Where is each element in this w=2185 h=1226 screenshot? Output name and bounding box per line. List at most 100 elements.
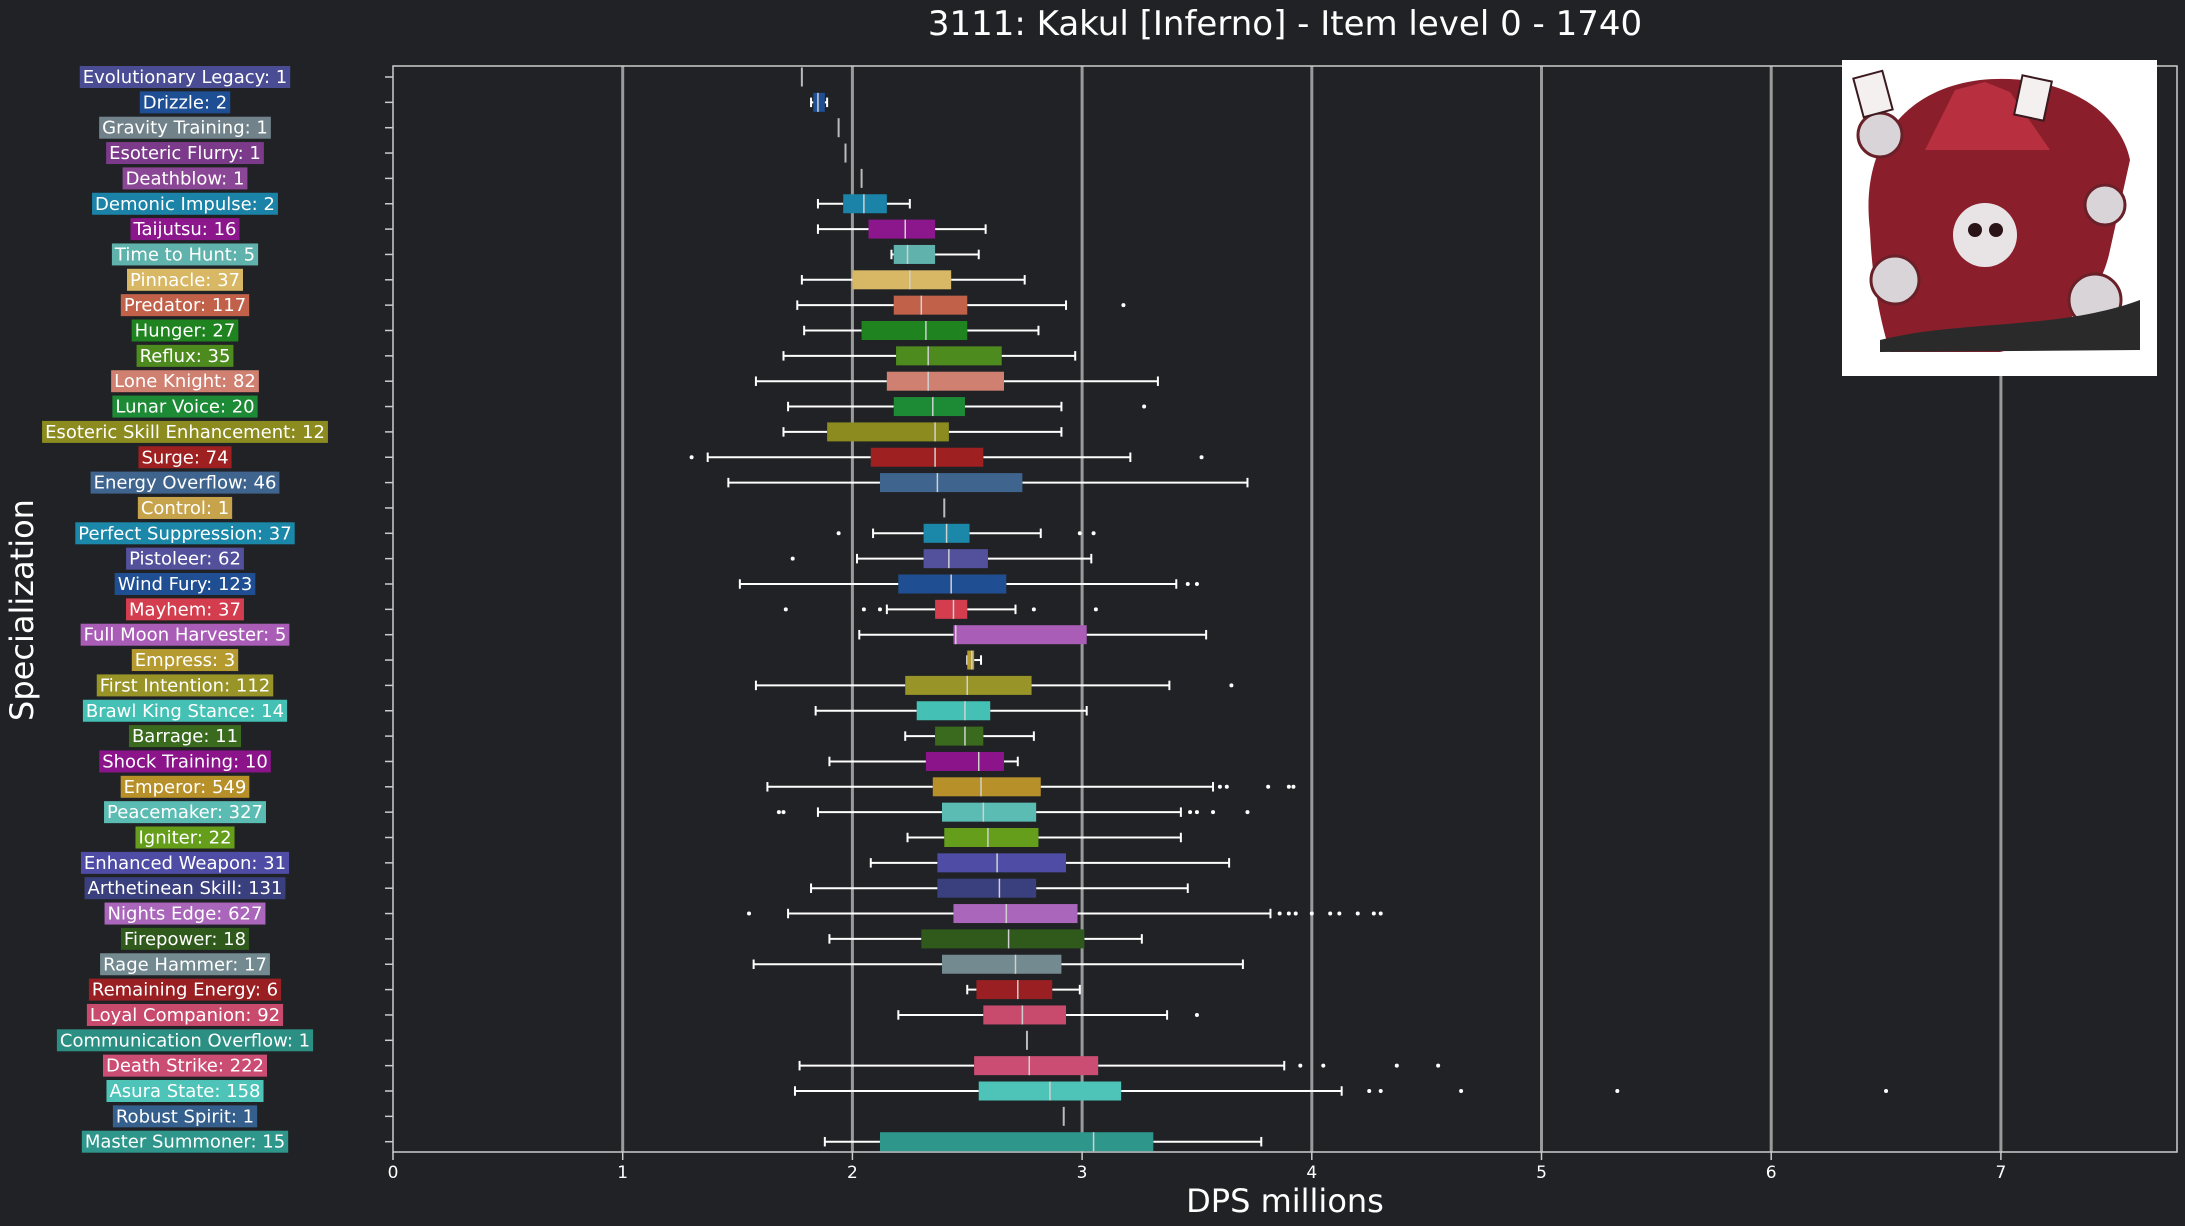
- box-iqr: [941, 802, 1037, 822]
- box-item: [752, 954, 1244, 974]
- flier-point: [776, 810, 781, 815]
- category-label-bg: [120, 294, 250, 317]
- portrait-orb-2: [2083, 183, 2127, 227]
- category-label: Empress: 3: [131, 649, 239, 672]
- category-label-bg: [112, 1105, 258, 1128]
- flier-point: [877, 607, 882, 612]
- category-label-bg: [120, 775, 250, 798]
- category-label-text: First Intention: 112: [100, 675, 270, 696]
- category-label: Gravity Training: 1: [99, 116, 271, 139]
- flier-point: [1277, 911, 1282, 916]
- category-label-text: Robust Spirit: 1: [116, 1106, 254, 1127]
- box-item: [782, 346, 1077, 366]
- category-label: Emperor: 549: [120, 775, 250, 798]
- y-axis-label: Specialization: [3, 499, 41, 721]
- category-label-text: Brawl King Stance: 14: [86, 701, 284, 722]
- category-label-bg: [42, 420, 328, 443]
- box-item: [890, 244, 980, 264]
- category-label-text: Esoteric Skill Enhancement: 12: [45, 422, 325, 443]
- flier-point: [1077, 531, 1082, 536]
- flier-point: [1328, 911, 1333, 916]
- flier-point: [1093, 607, 1098, 612]
- category-label-bg: [126, 598, 244, 621]
- category-label-bg: [99, 116, 271, 139]
- flier-point: [747, 911, 752, 916]
- box-iqr: [861, 321, 968, 340]
- box-iqr: [935, 726, 984, 746]
- flier-point: [1224, 784, 1229, 789]
- x-tick-label: 6: [1766, 1163, 1777, 1183]
- flier-point: [1266, 784, 1271, 789]
- category-label: Peacemaker: 327: [104, 801, 266, 824]
- flier-point: [1286, 911, 1291, 916]
- category-label: Esoteric Flurry: 1: [106, 142, 264, 165]
- box-iqr: [893, 397, 965, 417]
- category-label-bg: [84, 877, 286, 900]
- box-iqr: [974, 1056, 1099, 1076]
- category-label-text: Peacemaker: 327: [107, 802, 263, 823]
- category-label-text: Asura State: 158: [109, 1081, 260, 1102]
- category-label-text: Wind Fury: 123: [118, 574, 253, 595]
- box-item: [810, 878, 1189, 898]
- box-item: [803, 321, 1040, 340]
- flier-point: [1194, 1012, 1199, 1017]
- flier-point: [1199, 455, 1204, 460]
- category-label-bg: [80, 851, 290, 874]
- box-item: [966, 980, 1081, 1000]
- category-label: First Intention: 112: [96, 674, 274, 697]
- box-iqr: [893, 295, 968, 315]
- category-label-bg: [111, 370, 259, 393]
- box-iqr: [935, 599, 968, 619]
- flier-point: [1394, 1063, 1399, 1068]
- category-label-bg: [92, 192, 278, 215]
- category-label: Perfect Suppression: 37: [75, 522, 295, 545]
- flier-point: [1367, 1089, 1372, 1093]
- box-iqr: [925, 751, 1005, 771]
- category-label: Firepower: 18: [120, 927, 250, 950]
- boss-portrait: [1842, 60, 2157, 376]
- category-label-text: Firepower: 18: [124, 929, 246, 950]
- box-item: [783, 599, 1098, 619]
- box-item: [816, 194, 911, 214]
- category-label-bg: [128, 725, 242, 748]
- category-label-bg: [102, 1054, 268, 1077]
- flier-point: [1436, 1063, 1441, 1068]
- category-label: Pinnacle: 37: [127, 268, 243, 291]
- category-label: Rage Hammer: 17: [100, 953, 270, 976]
- x-tick-label: 2: [847, 1163, 858, 1183]
- flier-point: [781, 810, 786, 815]
- box-item: [754, 675, 1234, 695]
- flier-point: [1091, 531, 1096, 536]
- flier-point: [1355, 911, 1360, 916]
- box-iqr: [893, 244, 936, 264]
- flier-point: [1298, 1063, 1303, 1068]
- x-axis-label: DPS millions: [1186, 1182, 1384, 1220]
- y-ticks: [385, 76, 393, 1143]
- category-label-bg: [104, 902, 266, 925]
- box-iqr: [937, 878, 1037, 898]
- category-label-bg: [131, 649, 239, 672]
- category-label-text: Full Moon Harvester: 5: [84, 625, 287, 646]
- category-label-bg: [122, 167, 248, 190]
- box-item: [796, 295, 1126, 315]
- category-label-text: Remaining Energy: 6: [92, 980, 278, 1001]
- category-label-bg: [136, 344, 234, 367]
- category-label-text: Pinnacle: 37: [130, 270, 240, 291]
- box-iqr: [932, 777, 1041, 797]
- category-label-bg: [106, 1080, 264, 1102]
- box-item: [798, 1056, 1441, 1076]
- box-iqr: [916, 701, 991, 721]
- category-label-bg: [135, 826, 235, 849]
- category-label-bg: [79, 66, 291, 88]
- flier-point: [790, 556, 795, 561]
- category-label: Evolutionary Legacy: 1: [79, 66, 291, 88]
- flier-point: [1245, 810, 1250, 815]
- flier-point: [1615, 1089, 1620, 1093]
- flier-point: [1291, 784, 1296, 789]
- category-label-bg: [104, 801, 266, 824]
- category-label: Esoteric Skill Enhancement: 12: [42, 420, 328, 443]
- category-label-text: Igniter: 22: [138, 828, 231, 849]
- flier-point: [836, 531, 841, 536]
- x-tick-label: 7: [1995, 1163, 2006, 1183]
